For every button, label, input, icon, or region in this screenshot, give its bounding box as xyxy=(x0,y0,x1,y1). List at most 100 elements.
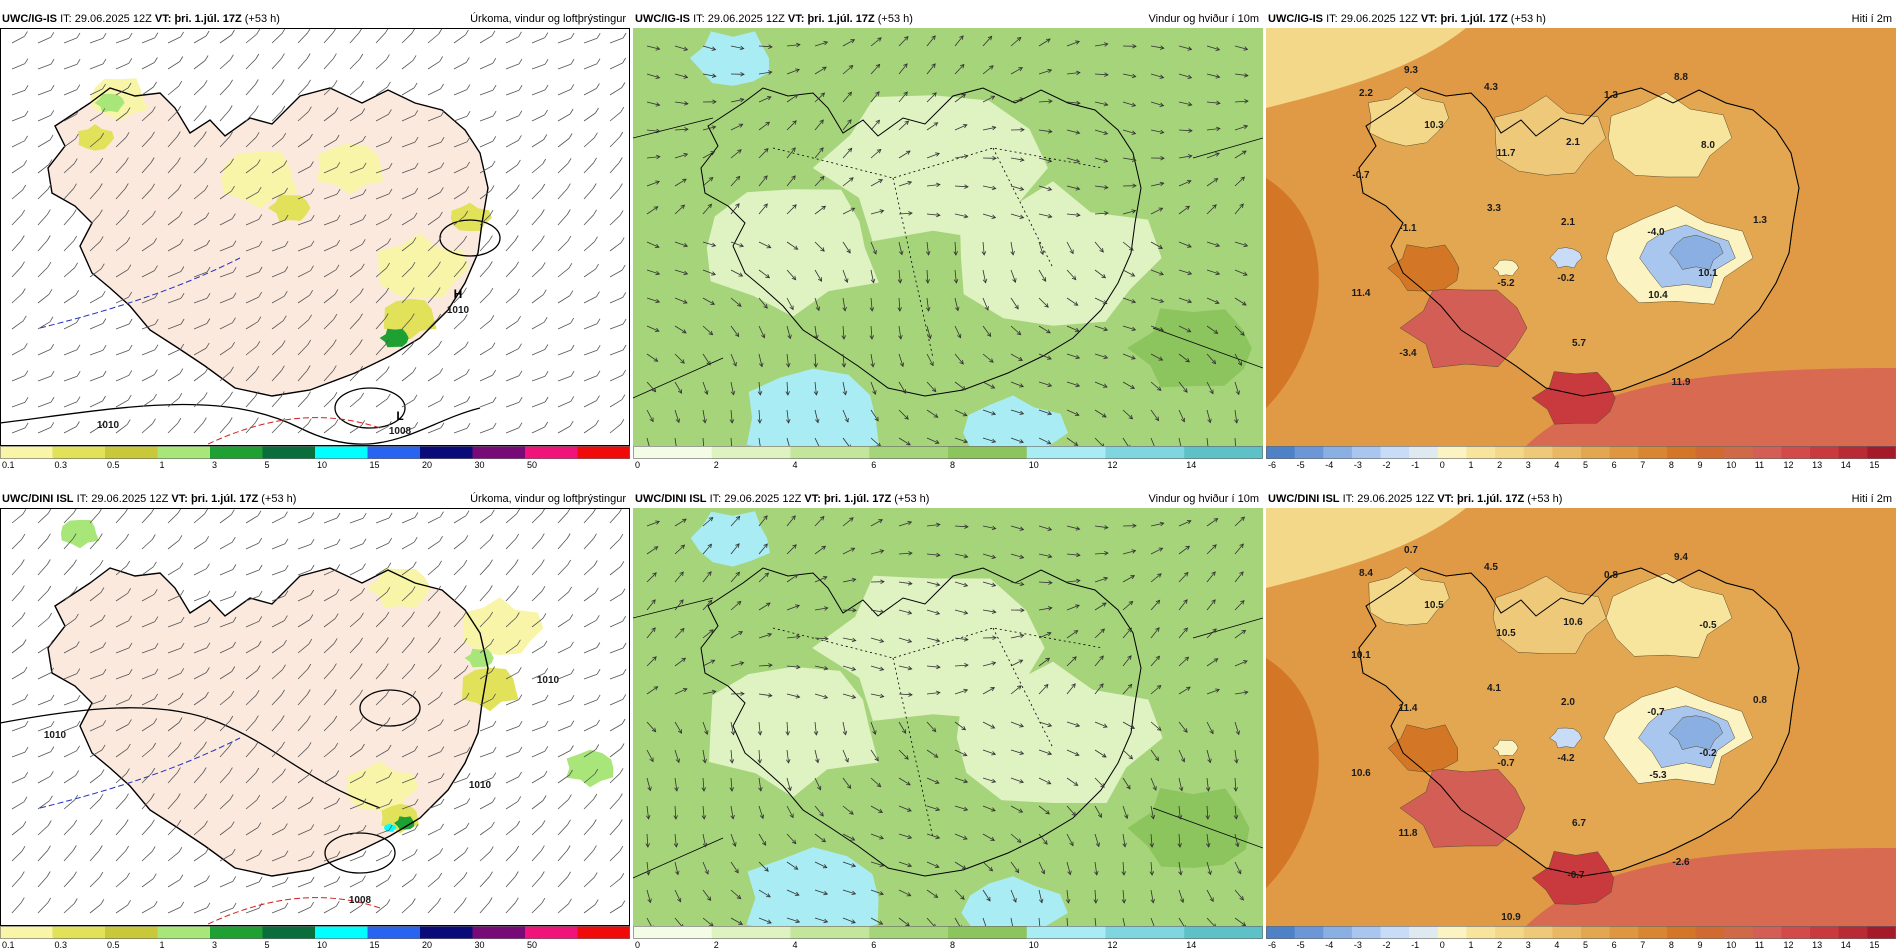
wind-barb-icon xyxy=(245,741,259,758)
wind-barb-icon xyxy=(63,209,77,226)
wind-arrow-icon xyxy=(870,353,875,368)
colorbar-swatch xyxy=(1752,926,1782,939)
wind-barb-icon xyxy=(375,81,391,96)
wind-arrow-icon xyxy=(1094,157,1109,163)
wind-barb-icon xyxy=(583,32,601,44)
wind-barb-icon xyxy=(297,742,312,758)
wind-arrow-icon xyxy=(814,409,820,424)
wind-arrow-icon xyxy=(1178,205,1191,215)
temp-zone xyxy=(1387,724,1458,773)
wind-arrow-icon xyxy=(898,637,913,643)
wind-barb-icon xyxy=(453,535,469,550)
colorbar-swatch xyxy=(105,446,158,459)
it-label: IT: xyxy=(60,13,72,25)
wind-arrow-icon xyxy=(1066,325,1080,332)
wind-arrow-icon xyxy=(1234,203,1244,215)
wind-barb-icon xyxy=(505,288,520,304)
wind-barb-icon xyxy=(375,849,393,862)
wind-arrow-icon xyxy=(1206,297,1220,304)
wind-barb-icon xyxy=(193,741,207,758)
wind-arrow-icon xyxy=(982,917,987,926)
wind-arrow-icon xyxy=(814,205,827,215)
wind-barb-icon xyxy=(401,55,417,70)
wind-arrow-icon xyxy=(730,833,737,847)
isobar-ring xyxy=(359,689,421,727)
wind-arrow-icon xyxy=(1178,381,1188,393)
wind-barb-icon xyxy=(63,770,80,784)
wind-speed-area xyxy=(746,847,879,926)
wind-barb-icon xyxy=(89,157,104,174)
wind-barb-icon xyxy=(219,715,234,732)
wind-arrow-icon xyxy=(674,152,689,159)
wind-arrow-icon xyxy=(646,520,660,527)
wind-barb-icon xyxy=(453,29,469,44)
wind-barb-icon xyxy=(349,538,367,550)
wind-arrow-icon xyxy=(870,437,881,446)
colorbar-label: 11 xyxy=(1755,460,1764,470)
wind-arrow-icon xyxy=(1234,325,1245,336)
wind-barb-icon xyxy=(479,422,497,434)
colorbar-svg: 0 2 4 6 8 10 12 14 xyxy=(633,446,1263,470)
colorbar-label: 13 xyxy=(1812,460,1822,470)
wind-barb-icon xyxy=(427,798,445,810)
wind-barb-icon xyxy=(193,392,208,408)
wind-barb-icon xyxy=(89,370,107,382)
wind-arrow-icon xyxy=(702,381,709,395)
wind-arrow-icon xyxy=(1178,917,1187,926)
wind-arrow-icon xyxy=(898,381,907,394)
wind-arrow-icon xyxy=(1010,36,1022,47)
colorbar-swatch xyxy=(472,926,526,939)
wind-barb-icon xyxy=(557,183,571,200)
wind-barb-icon xyxy=(63,396,81,408)
colorbar-label: 30 xyxy=(475,940,485,950)
wind-arrow-icon xyxy=(898,721,907,734)
wind-arrow-icon xyxy=(702,571,712,583)
wind-arrow-icon xyxy=(926,409,939,418)
colorbar-label: 0.5 xyxy=(107,460,120,470)
wind-barb-icon xyxy=(401,536,418,550)
wind-barb-icon xyxy=(167,157,181,174)
wind-barb-icon xyxy=(609,694,627,706)
lead-time: (+53 h) xyxy=(1510,13,1546,25)
colorbar-label: 14 xyxy=(1186,940,1196,950)
coastline xyxy=(700,87,1142,397)
wind-barb-icon xyxy=(245,822,262,836)
wind-speed-area xyxy=(956,661,1163,803)
colorbar-swatch xyxy=(1184,926,1263,939)
wind-arrow-icon xyxy=(842,861,857,868)
wind-barb-icon xyxy=(349,339,363,356)
colorbar-swatch xyxy=(1724,926,1754,939)
colorbar-swatch xyxy=(262,446,316,459)
colorbar-swatch xyxy=(790,926,870,939)
wind-barb-icon xyxy=(89,769,105,784)
colorbar-swatch xyxy=(1380,926,1410,939)
colorbar-swatch xyxy=(1695,926,1725,939)
colorbar-swatch xyxy=(633,926,713,939)
wind-barb-icon xyxy=(37,897,52,914)
wind-arrow-icon xyxy=(1038,525,1053,531)
wind-barb-icon xyxy=(349,188,367,200)
wind-barb-icon xyxy=(583,533,597,550)
colorbar-swatch xyxy=(1323,926,1353,939)
wind-barb-icon xyxy=(89,744,106,758)
colorbar-label: 3 xyxy=(1526,460,1531,470)
colorbar-label: 3 xyxy=(212,940,217,950)
wind-barb-icon xyxy=(557,84,575,96)
temperature-label: 10.5 xyxy=(1496,628,1516,639)
wind-barb-icon xyxy=(219,240,237,252)
wind-barb-icon xyxy=(349,512,367,524)
temperature-label: 10.1 xyxy=(1351,650,1371,661)
wind-arrow-icon xyxy=(1178,889,1185,904)
wind-arrow-icon xyxy=(702,749,707,764)
wind-arrow-icon xyxy=(1038,409,1053,416)
wind-arrow-icon xyxy=(1121,861,1126,876)
wind-barb-icon xyxy=(63,533,77,550)
wind-barb-icon xyxy=(505,897,519,914)
model-name: UWC/DINI ISL xyxy=(2,493,74,505)
wind-barb-icon xyxy=(297,289,314,304)
temp-area xyxy=(1266,28,1466,108)
wind-arrow-icon xyxy=(870,889,884,896)
colorbar-label: 2 xyxy=(1497,940,1502,950)
wind-arrow-icon xyxy=(646,325,660,332)
valid-time: þri. 1.júl. 17Z xyxy=(807,13,875,25)
